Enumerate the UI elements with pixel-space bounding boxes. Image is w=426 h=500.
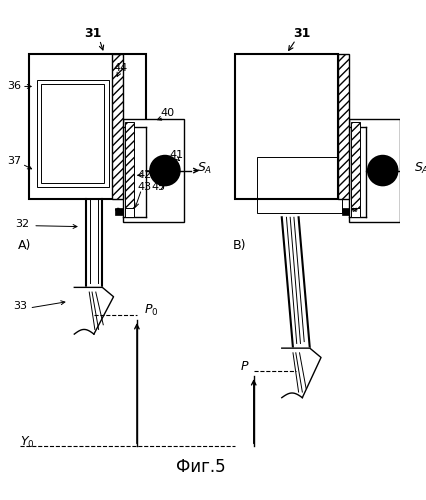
Text: 31: 31 xyxy=(294,26,311,40)
Text: 32: 32 xyxy=(15,219,29,229)
Bar xyxy=(29,54,146,199)
Bar xyxy=(235,54,338,199)
Bar xyxy=(123,119,184,222)
Text: 42: 42 xyxy=(137,170,152,180)
Text: 33: 33 xyxy=(13,301,27,311)
Text: 36: 36 xyxy=(8,82,21,92)
Circle shape xyxy=(368,156,397,186)
Text: 43: 43 xyxy=(137,182,152,192)
Bar xyxy=(342,208,349,216)
Text: 31: 31 xyxy=(84,26,102,40)
Text: $Y_0$: $Y_0$ xyxy=(20,435,35,450)
Polygon shape xyxy=(74,288,114,334)
Text: 40: 40 xyxy=(161,108,175,118)
Bar xyxy=(351,208,360,218)
Bar xyxy=(257,156,342,212)
Bar xyxy=(115,208,123,216)
Bar xyxy=(351,122,360,210)
Text: А): А) xyxy=(18,239,32,252)
Text: 44: 44 xyxy=(114,63,128,73)
Bar xyxy=(112,54,123,199)
Polygon shape xyxy=(282,348,321,398)
Bar xyxy=(338,54,349,199)
Text: 37: 37 xyxy=(7,156,22,166)
Text: В): В) xyxy=(233,239,247,252)
Circle shape xyxy=(150,156,180,186)
Text: 41: 41 xyxy=(169,150,183,160)
Bar xyxy=(40,84,104,182)
Text: $S_A$: $S_A$ xyxy=(414,161,426,176)
Text: Фиг.5: Фиг.5 xyxy=(176,458,225,476)
Bar xyxy=(125,122,134,210)
Text: $P$: $P$ xyxy=(240,360,249,374)
Text: $P_0$: $P_0$ xyxy=(144,303,158,318)
Bar xyxy=(37,80,109,188)
Text: $S_A$: $S_A$ xyxy=(198,161,213,176)
Bar xyxy=(349,119,400,222)
Text: 45: 45 xyxy=(151,182,165,192)
Bar xyxy=(125,208,134,218)
